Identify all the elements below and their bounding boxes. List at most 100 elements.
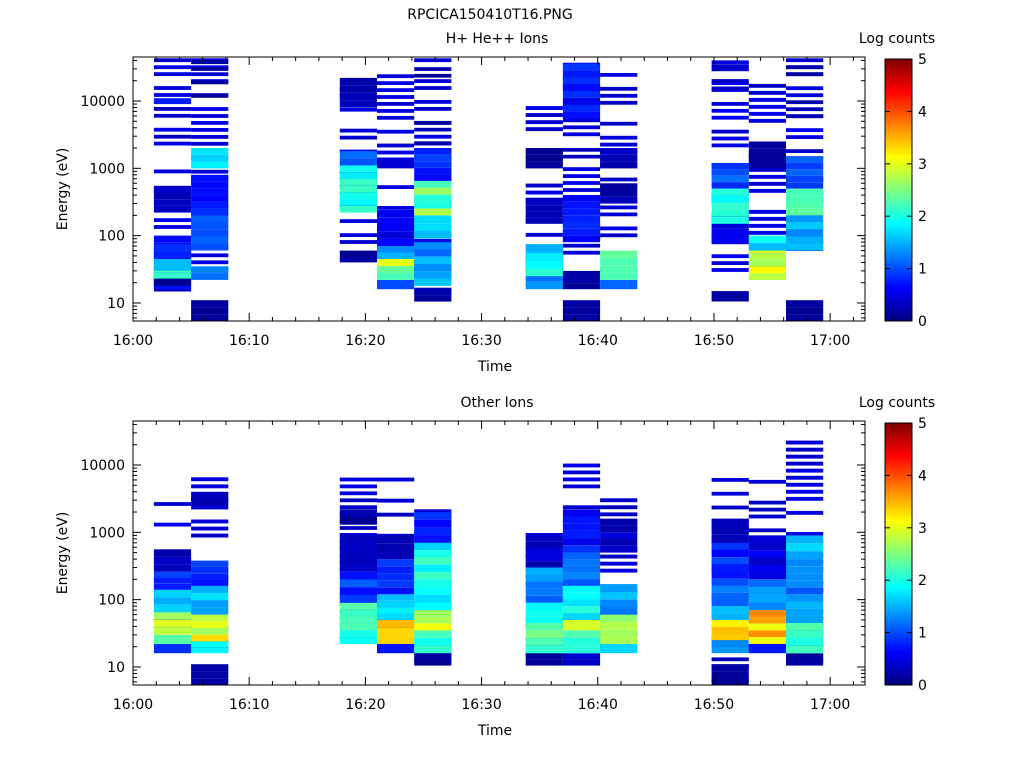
heatmap-cell bbox=[786, 638, 824, 646]
heatmap-cell bbox=[191, 314, 229, 321]
heatmap-cell bbox=[562, 645, 601, 654]
heatmap-cell bbox=[786, 608, 824, 616]
heatmap-cell bbox=[562, 111, 601, 119]
heatmap-cell bbox=[339, 517, 377, 525]
heatmap-cell bbox=[562, 619, 601, 631]
heatmap-cell bbox=[600, 154, 638, 162]
heatmap-cell bbox=[414, 86, 452, 90]
heatmap-cell bbox=[562, 70, 601, 78]
heatmap-cell bbox=[711, 115, 749, 120]
heatmap-cell bbox=[562, 552, 601, 560]
heatmap-cell bbox=[153, 141, 192, 146]
heatmap-cell bbox=[748, 148, 786, 155]
colorbar-tick-label: 0 bbox=[918, 678, 927, 694]
heatmap-cell bbox=[191, 260, 229, 265]
heatmap-cell bbox=[562, 132, 601, 137]
panel-title: H+ He++ Ions bbox=[446, 31, 549, 47]
heatmap-cell bbox=[339, 85, 377, 93]
heatmap-cell bbox=[339, 192, 377, 200]
heatmap-cell bbox=[562, 585, 601, 593]
heatmap-cell bbox=[377, 246, 415, 253]
heatmap-cell bbox=[600, 591, 638, 600]
heatmap-cell bbox=[525, 260, 563, 269]
heatmap-cell bbox=[414, 535, 452, 543]
heatmap-cell bbox=[414, 161, 452, 168]
heatmap-cell bbox=[600, 148, 638, 155]
heatmap-cell bbox=[339, 571, 377, 580]
heatmap-cell bbox=[525, 113, 563, 117]
heatmap-cell bbox=[339, 549, 377, 558]
heatmap-cell bbox=[562, 283, 601, 290]
y-axis-label: Energy (eV) bbox=[55, 148, 71, 231]
heatmap-cell bbox=[339, 609, 377, 617]
heatmap-cell bbox=[153, 185, 192, 193]
heatmap-cell bbox=[600, 161, 638, 169]
heatmap-cell bbox=[786, 535, 824, 544]
heatmap-cell bbox=[748, 230, 786, 235]
x-tick-label: 16:30 bbox=[461, 697, 501, 713]
heatmap-cell bbox=[525, 638, 563, 646]
heatmap-cell bbox=[748, 542, 786, 550]
heatmap-cell bbox=[562, 559, 601, 566]
heatmap-cell bbox=[786, 307, 824, 314]
heatmap-cell bbox=[711, 657, 749, 662]
heatmap-cell bbox=[711, 518, 749, 527]
heatmap-cell bbox=[339, 542, 377, 550]
heatmap-cell bbox=[562, 195, 601, 202]
heatmap-cell bbox=[786, 72, 824, 77]
heatmap-cell bbox=[786, 615, 824, 623]
x-tick-label: 16:50 bbox=[694, 697, 734, 713]
heatmap-cell bbox=[562, 84, 601, 91]
heatmap-cell bbox=[414, 564, 452, 572]
heatmap-cell bbox=[414, 194, 452, 202]
heatmap-cell bbox=[414, 289, 452, 296]
heatmap-cell bbox=[600, 629, 638, 637]
heatmap-cell bbox=[153, 244, 192, 252]
heatmap-cell bbox=[525, 561, 563, 568]
x-tick-label: 16:40 bbox=[578, 697, 618, 713]
colorbar-gradient bbox=[884, 422, 913, 686]
heatmap-cell bbox=[786, 489, 824, 494]
heatmap-cell bbox=[191, 628, 229, 635]
heatmap-cell bbox=[562, 104, 601, 112]
heatmap-cell bbox=[191, 477, 229, 482]
heatmap-cell bbox=[525, 281, 563, 290]
heatmap-cell bbox=[562, 250, 601, 255]
heatmap-cell bbox=[786, 65, 824, 70]
heatmap-cell bbox=[339, 491, 377, 496]
heatmap-cell bbox=[153, 287, 192, 292]
heatmap-cell bbox=[339, 233, 377, 237]
heatmap-cell bbox=[339, 616, 377, 624]
heatmap-cell bbox=[600, 205, 638, 210]
heatmap-cell bbox=[748, 602, 786, 611]
heatmap-cell bbox=[748, 514, 786, 519]
heatmap-cell bbox=[377, 160, 415, 169]
heatmap-cell bbox=[377, 573, 415, 581]
heatmap-cell bbox=[562, 125, 601, 130]
heatmap-cell bbox=[339, 179, 377, 186]
heatmap-cell bbox=[191, 161, 229, 169]
heatmap-cell bbox=[414, 223, 452, 231]
heatmap-cell bbox=[339, 637, 377, 644]
heatmap-cell bbox=[748, 266, 786, 274]
x-tick-label: 16:20 bbox=[345, 697, 385, 713]
heatmap-cell bbox=[600, 607, 638, 615]
heatmap-cell bbox=[339, 498, 377, 503]
heatmap-cell bbox=[191, 154, 229, 162]
heatmap-cell bbox=[153, 113, 192, 118]
heatmap-cell bbox=[414, 557, 452, 565]
heatmap-cell bbox=[786, 594, 824, 602]
heatmap-cell bbox=[562, 314, 601, 321]
heatmap-cell bbox=[153, 549, 192, 557]
heatmap-cell bbox=[153, 589, 192, 598]
heatmap-cell bbox=[191, 169, 229, 174]
heatmap-cell bbox=[191, 215, 229, 223]
heatmap-cell bbox=[562, 484, 601, 489]
heatmap-cell bbox=[191, 526, 229, 531]
heatmap-cell bbox=[525, 161, 563, 169]
heatmap-cell bbox=[153, 556, 192, 565]
heatmap-cell bbox=[191, 80, 229, 85]
heatmap-cell bbox=[711, 613, 749, 620]
heatmap-cell bbox=[600, 554, 638, 559]
